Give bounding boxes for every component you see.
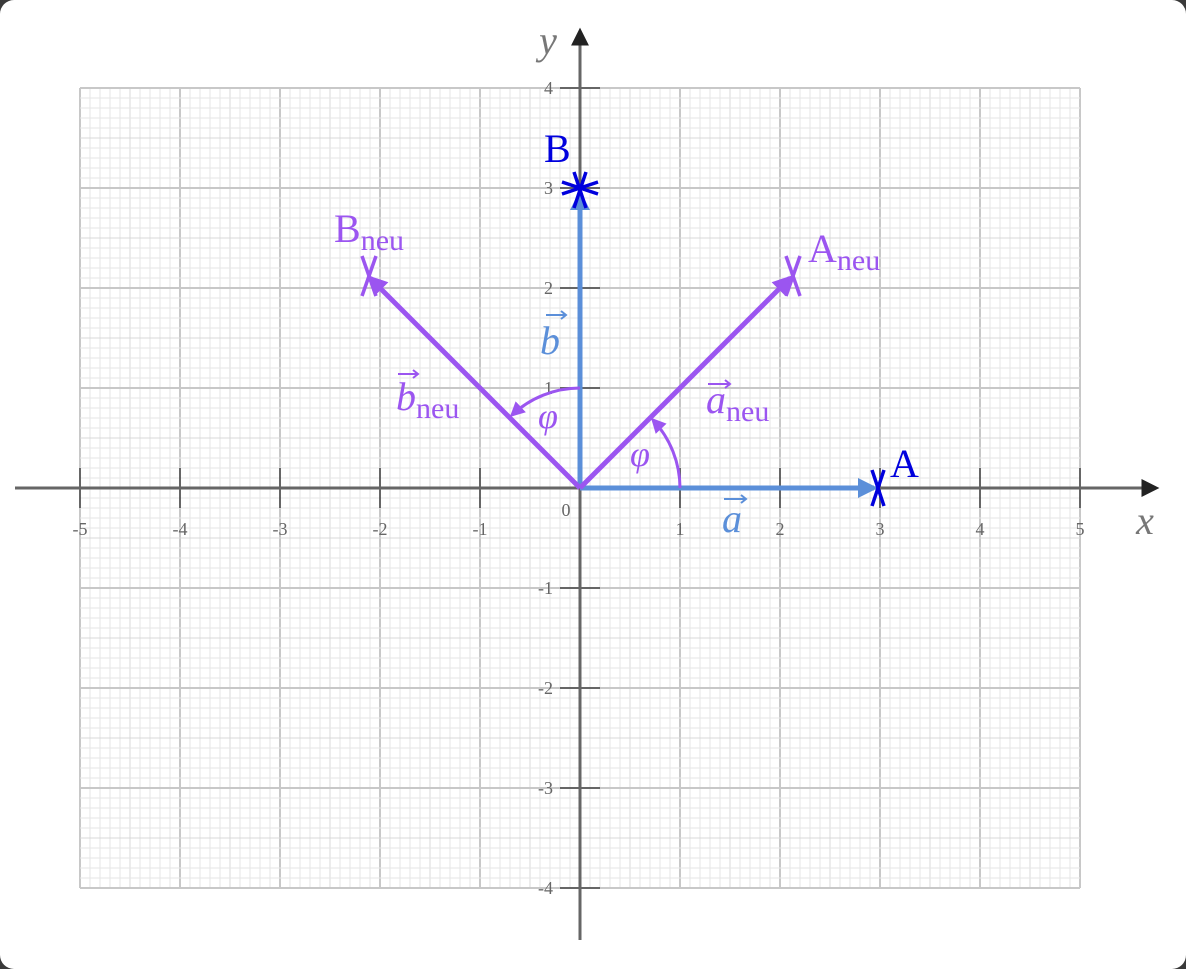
y-tick-label: 1 (544, 378, 553, 398)
point-label-sub: neu (837, 244, 880, 277)
y-tick-label: -1 (538, 578, 553, 598)
point-marker (561, 171, 599, 209)
point-label: Bneu (334, 206, 404, 257)
vector-label-main: a (706, 377, 726, 422)
y-tick-label: -2 (538, 678, 553, 698)
angle-label: φ (538, 396, 558, 436)
x-tick-label: 1 (676, 519, 685, 539)
point-label: Aneu (808, 226, 880, 277)
point-marker (784, 255, 802, 297)
point-label-main: B (334, 206, 361, 251)
angle-label: φ (630, 434, 650, 474)
y-tick-label: 2 (544, 278, 553, 298)
point-marker (360, 255, 378, 297)
x-tick-label: -5 (73, 519, 88, 539)
vector-arrows (398, 310, 748, 504)
origin-label: 0 (562, 500, 571, 520)
x-tick-label: 3 (876, 519, 885, 539)
point-label-sub: neu (361, 224, 404, 257)
vector-label-sub: neu (416, 392, 459, 425)
vector-label: a (722, 496, 742, 541)
point-label: A (890, 441, 919, 486)
vector-a-neu (578, 275, 793, 490)
y-tick-label: -3 (538, 778, 553, 798)
y-tick-label: 4 (544, 78, 553, 98)
point-label: B (544, 126, 571, 171)
vector-b-neu (367, 275, 582, 490)
vector-label: aneu (706, 377, 769, 428)
point-marker (870, 469, 886, 507)
y-axis-label: y (535, 18, 557, 63)
point-label-main: A (808, 226, 837, 271)
vector-label: bneu (396, 374, 459, 425)
y-tick-label: 3 (544, 178, 553, 198)
x-tick-label: -1 (473, 519, 488, 539)
y-tick-label: -4 (538, 878, 553, 898)
x-tick-label: -4 (173, 519, 188, 539)
x-axis-label: x (1135, 498, 1154, 543)
vector-label-main: b (396, 374, 416, 419)
vector-label-sub: neu (726, 395, 769, 428)
x-tick-label: 4 (976, 519, 985, 539)
x-tick-label: 2 (776, 519, 785, 539)
x-tick-label: -3 (273, 519, 288, 539)
x-tick-label: 5 (1076, 519, 1085, 539)
vector-label: b (540, 318, 560, 363)
angle-arc (509, 386, 581, 418)
x-tick-label: -2 (373, 519, 388, 539)
angle-arc (650, 417, 682, 489)
